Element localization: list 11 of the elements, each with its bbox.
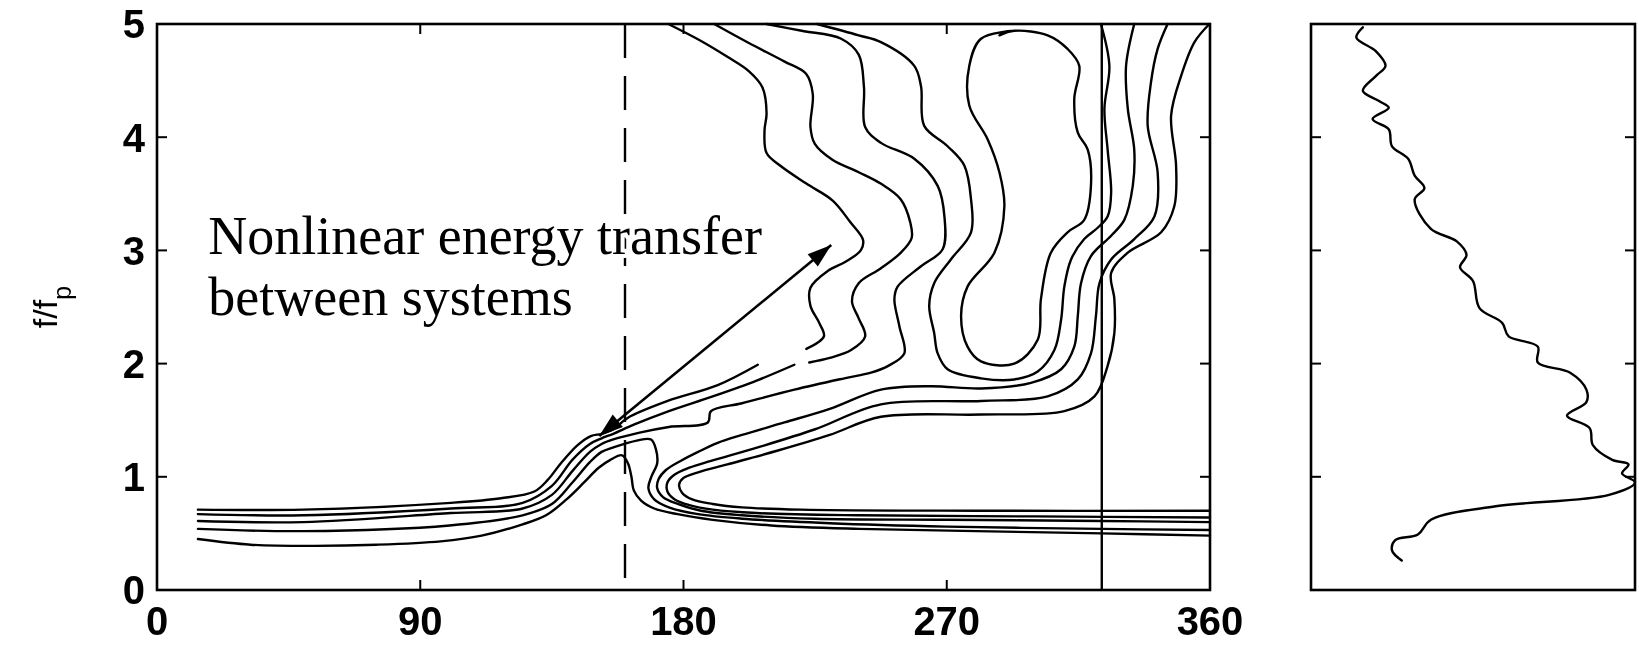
y-tick-label: 4 (122, 115, 146, 160)
x-tick-label: 180 (650, 599, 717, 643)
x-tick-label: 360 (1176, 599, 1244, 643)
y-tick-label: 2 (122, 342, 145, 386)
annotation: Nonlinear energy transfer between systems (208, 206, 763, 328)
y-tick-label: 0 (122, 568, 145, 613)
y-tick-label: 1 (122, 455, 145, 500)
x-tick-label: 90 (398, 599, 443, 643)
y-tick-label: 5 (122, 2, 145, 47)
x-tick-label: 270 (913, 599, 981, 643)
y-tick-label: 3 (122, 228, 145, 273)
